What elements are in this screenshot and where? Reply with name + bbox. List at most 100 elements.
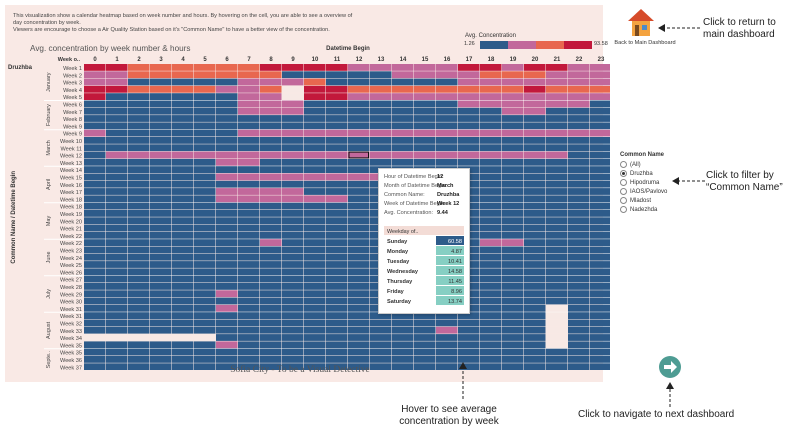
heatmap-cell[interactable] — [392, 348, 414, 356]
heatmap-cell[interactable] — [568, 144, 590, 152]
heatmap-cell[interactable] — [326, 363, 348, 370]
heatmap-cell[interactable] — [546, 304, 568, 312]
heatmap-cell[interactable] — [304, 173, 326, 181]
heatmap-cell[interactable] — [370, 93, 392, 100]
heatmap-cell[interactable] — [238, 304, 260, 312]
heatmap-cell[interactable] — [150, 158, 172, 166]
heatmap-cell[interactable] — [590, 231, 610, 239]
heatmap-cell[interactable] — [546, 319, 568, 327]
heatmap-cell[interactable] — [150, 173, 172, 181]
heatmap-cell[interactable] — [502, 356, 524, 363]
heatmap-cell[interactable] — [458, 78, 480, 86]
heatmap-cell[interactable] — [568, 239, 590, 246]
heatmap-cell[interactable] — [172, 137, 194, 144]
heatmap-cell[interactable] — [590, 195, 610, 203]
heatmap-cell[interactable] — [502, 239, 524, 246]
heatmap-cell[interactable] — [568, 253, 590, 261]
heatmap-cell[interactable] — [348, 283, 370, 290]
heatmap-cell[interactable] — [568, 115, 590, 122]
heatmap-cell[interactable] — [260, 180, 282, 188]
heatmap-cell[interactable] — [260, 239, 282, 246]
heatmap-cell[interactable] — [150, 180, 172, 188]
heatmap-cell[interactable] — [260, 261, 282, 268]
heatmap-cell[interactable] — [194, 158, 216, 166]
heatmap-cell[interactable] — [238, 151, 260, 159]
heatmap-cell[interactable] — [480, 319, 502, 327]
heatmap-cell[interactable] — [392, 115, 414, 122]
heatmap-cell[interactable] — [392, 122, 414, 130]
heatmap-cell[interactable] — [238, 363, 260, 370]
heatmap-cell[interactable] — [458, 348, 480, 356]
heatmap-cell[interactable] — [128, 210, 150, 217]
heatmap-cell[interactable] — [392, 341, 414, 349]
heatmap-cell[interactable] — [546, 100, 568, 108]
heatmap-cell[interactable] — [282, 93, 304, 100]
heatmap-cell[interactable] — [216, 268, 238, 276]
heatmap-cell[interactable] — [480, 253, 502, 261]
heatmap-cell[interactable] — [216, 239, 238, 246]
heatmap-cell[interactable] — [502, 158, 524, 166]
heatmap-cell[interactable] — [502, 129, 524, 137]
heatmap-cell[interactable] — [568, 122, 590, 130]
heatmap-cell[interactable] — [172, 180, 194, 188]
heatmap-cell[interactable] — [524, 268, 546, 276]
heatmap-cell[interactable] — [414, 158, 436, 166]
heatmap-cell[interactable] — [172, 297, 194, 305]
heatmap-cell[interactable] — [106, 239, 128, 246]
heatmap-cell[interactable] — [84, 115, 106, 122]
heatmap-cell[interactable] — [282, 246, 304, 254]
heatmap-cell[interactable] — [172, 304, 194, 312]
heatmap-cell[interactable] — [502, 217, 524, 225]
heatmap-cell[interactable] — [216, 231, 238, 239]
heatmap-cell[interactable] — [436, 312, 458, 319]
heatmap-cell[interactable] — [150, 100, 172, 108]
heatmap-cell[interactable] — [348, 202, 370, 210]
heatmap-cell[interactable] — [194, 231, 216, 239]
heatmap-cell[interactable] — [590, 283, 610, 290]
heatmap-cell[interactable] — [172, 100, 194, 108]
heatmap-cell[interactable] — [546, 180, 568, 188]
heatmap-cell[interactable] — [128, 173, 150, 181]
heatmap-cell[interactable] — [216, 122, 238, 130]
heatmap-cell[interactable] — [502, 341, 524, 349]
heatmap-cell[interactable] — [524, 231, 546, 239]
heatmap-cell[interactable] — [348, 297, 370, 305]
heatmap-cell[interactable] — [238, 115, 260, 122]
heatmap-cell[interactable] — [150, 93, 172, 100]
heatmap-cell[interactable] — [84, 85, 106, 93]
heatmap-cell[interactable] — [546, 283, 568, 290]
heatmap-cell[interactable] — [304, 78, 326, 86]
heatmap-cell[interactable] — [414, 151, 436, 159]
heatmap-cell[interactable] — [304, 341, 326, 349]
heatmap-cell[interactable] — [282, 202, 304, 210]
heatmap-cell[interactable] — [106, 326, 128, 334]
heatmap-cell[interactable] — [84, 356, 106, 363]
heatmap-cell[interactable] — [326, 122, 348, 130]
heatmap-cell[interactable] — [238, 261, 260, 268]
heatmap-cell[interactable] — [436, 71, 458, 79]
heatmap-cell[interactable] — [304, 239, 326, 246]
heatmap-cell[interactable] — [546, 246, 568, 254]
heatmap-cell[interactable] — [590, 188, 610, 195]
heatmap-cell[interactable] — [150, 297, 172, 305]
heatmap-cell[interactable] — [172, 239, 194, 246]
heatmap-cell[interactable] — [326, 304, 348, 312]
heatmap-cell[interactable] — [172, 144, 194, 152]
heatmap-cell[interactable] — [524, 100, 546, 108]
heatmap-cell[interactable] — [502, 195, 524, 203]
heatmap-cell[interactable] — [106, 319, 128, 327]
heatmap-cell[interactable] — [590, 290, 610, 298]
heatmap-cell[interactable] — [150, 275, 172, 283]
heatmap-cell[interactable] — [524, 217, 546, 225]
heatmap-cell[interactable] — [590, 319, 610, 327]
heatmap-cell[interactable] — [414, 319, 436, 327]
heatmap-cell[interactable] — [436, 151, 458, 159]
heatmap-cell[interactable] — [524, 239, 546, 246]
heatmap-cell[interactable] — [84, 137, 106, 144]
heatmap-cell[interactable] — [150, 122, 172, 130]
heatmap-cell[interactable] — [282, 85, 304, 93]
heatmap-cell[interactable] — [348, 246, 370, 254]
heatmap-cell[interactable] — [84, 348, 106, 356]
heatmap-cell[interactable] — [502, 246, 524, 254]
heatmap-cell[interactable] — [84, 210, 106, 217]
